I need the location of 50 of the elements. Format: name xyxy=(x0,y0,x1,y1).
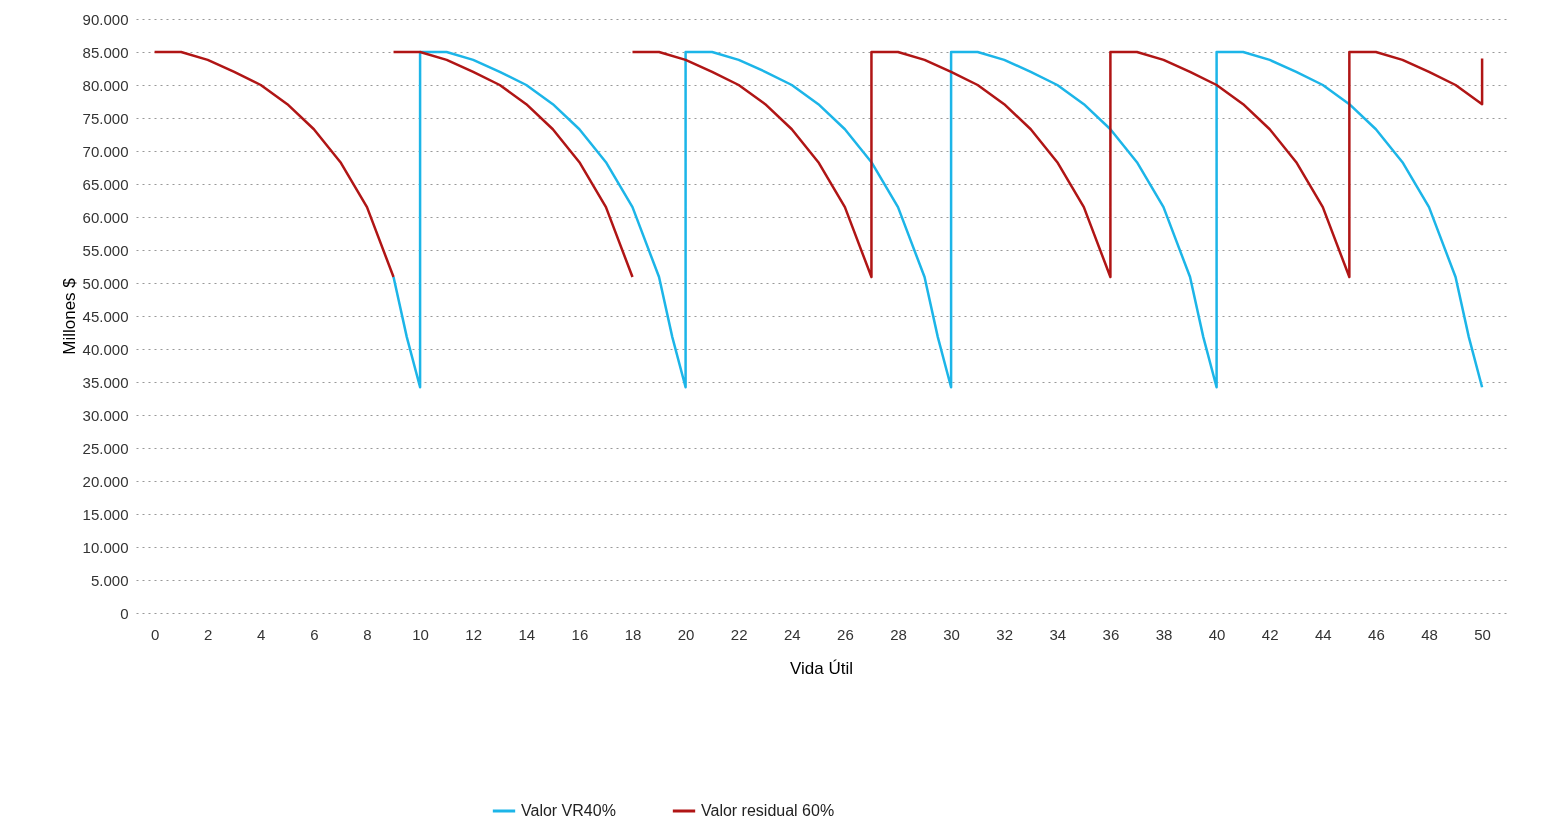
x-tick-label: 42 xyxy=(1261,625,1279,643)
x-tick-label: 34 xyxy=(1049,625,1067,643)
x-tick-label: 16 xyxy=(571,625,589,643)
x-tick-label: 6 xyxy=(310,625,319,643)
x-tick-label: 30 xyxy=(943,625,960,643)
x-tick-label: 28 xyxy=(890,625,907,643)
y-axis-title: Millones $ xyxy=(59,277,79,355)
y-tick-label: 60.000 xyxy=(82,208,129,226)
x-tick-label: 46 xyxy=(1368,625,1385,643)
x-tick-label: 10 xyxy=(412,625,429,643)
x-tick-label: 8 xyxy=(363,625,372,643)
x-axis-title: Vida Útil xyxy=(790,658,853,678)
y-tick-label: 90.000 xyxy=(82,10,129,28)
x-tick-label: 38 xyxy=(1155,625,1173,643)
y-tick-label: 0 xyxy=(120,604,129,622)
y-tick-label: 75.000 xyxy=(82,109,129,127)
x-tick-label: 0 xyxy=(150,625,160,643)
y-tick-label: 30.000 xyxy=(82,406,129,424)
y-tick-label: 50.000 xyxy=(82,274,129,292)
legend-label: Valor residual 60% xyxy=(701,802,835,819)
y-tick-label: 5.000 xyxy=(90,571,129,589)
x-tick-label: 50 xyxy=(1474,625,1491,643)
x-tick-label: 18 xyxy=(624,625,642,643)
x-tick-label: 40 xyxy=(1208,625,1226,643)
y-tick-label: 65.000 xyxy=(82,175,129,193)
x-tick-label: 24 xyxy=(783,625,801,643)
y-tick-label: 85.000 xyxy=(82,43,129,61)
x-tick-label: 22 xyxy=(730,625,748,643)
y-tick-label: 35.000 xyxy=(82,373,129,391)
y-tick-label: 15.000 xyxy=(82,505,129,523)
x-tick-label: 44 xyxy=(1314,625,1332,643)
y-tick-label: 70.000 xyxy=(82,142,129,160)
x-tick-label: 14 xyxy=(518,625,536,643)
y-tick-label: 25.000 xyxy=(82,439,129,457)
x-tick-label: 20 xyxy=(677,625,695,643)
x-tick-label: 48 xyxy=(1421,625,1438,643)
y-tick-label: 40.000 xyxy=(82,340,129,358)
y-tick-label: 80.000 xyxy=(82,76,129,94)
x-tick-label: 32 xyxy=(996,625,1014,643)
x-tick-label: 2 xyxy=(204,625,213,643)
legend-label: Valor VR40% xyxy=(521,802,616,819)
line-series xyxy=(392,50,1484,389)
y-tick-label: 20.000 xyxy=(82,472,129,490)
y-tick-label: 10.000 xyxy=(82,538,129,556)
x-tick-label: 36 xyxy=(1102,625,1120,643)
x-tick-label: 4 xyxy=(257,625,266,643)
y-tick-label: 45.000 xyxy=(82,307,129,325)
x-tick-label: 26 xyxy=(837,625,854,643)
x-tick-label: 12 xyxy=(465,625,483,643)
y-tick-label: 55.000 xyxy=(82,241,129,259)
